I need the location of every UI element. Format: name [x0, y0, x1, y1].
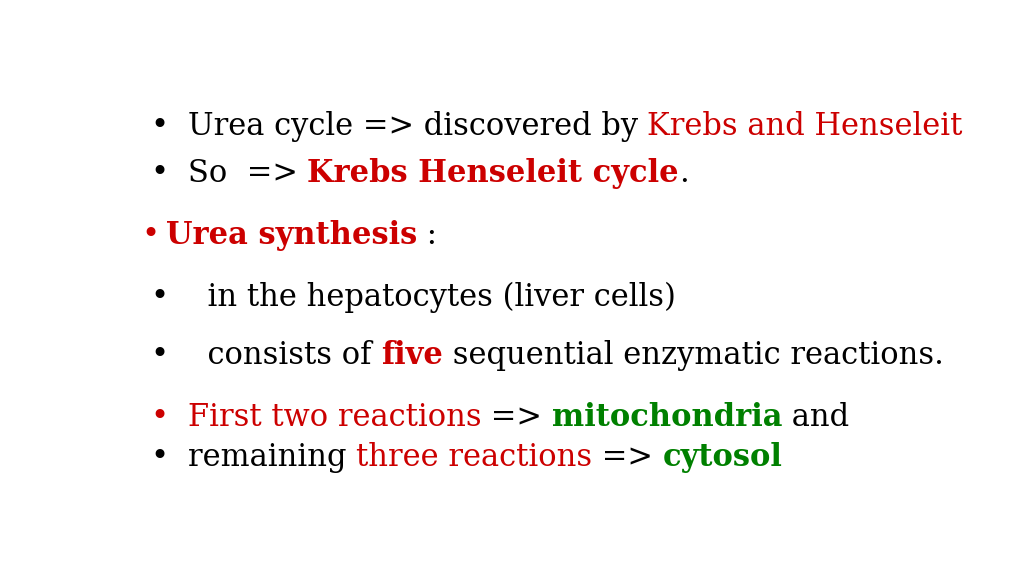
Text: sequential enzymatic reactions.: sequential enzymatic reactions. — [442, 340, 943, 371]
Text: .: . — [679, 158, 688, 189]
Text: •: • — [151, 402, 169, 433]
Text: Krebs Henseleit cycle: Krebs Henseleit cycle — [307, 158, 679, 189]
Text: and: and — [782, 402, 849, 433]
Text: Urea cycle => discovered by: Urea cycle => discovered by — [187, 111, 647, 142]
Text: •: • — [141, 220, 160, 251]
Text: •: • — [151, 158, 169, 189]
Text: So  =>: So => — [187, 158, 307, 189]
Text: consists of: consists of — [187, 340, 381, 371]
Text: •: • — [151, 442, 169, 473]
Text: remaining: remaining — [187, 442, 355, 473]
Text: Krebs and Henseleit: Krebs and Henseleit — [647, 111, 963, 142]
Text: five: five — [381, 340, 442, 371]
Text: cytosol: cytosol — [663, 442, 782, 473]
Text: :: : — [418, 220, 437, 251]
Text: •: • — [151, 340, 169, 371]
Text: First two reactions: First two reactions — [187, 402, 481, 433]
Text: Urea synthesis: Urea synthesis — [166, 220, 418, 251]
Text: •: • — [151, 282, 169, 313]
Text: in the hepatocytes (liver cells): in the hepatocytes (liver cells) — [187, 282, 676, 313]
Text: three reactions: three reactions — [355, 442, 592, 473]
Text: mitochondria: mitochondria — [552, 402, 782, 433]
Text: •: • — [151, 111, 169, 142]
Text: =>: => — [481, 402, 552, 433]
Text: =>: => — [592, 442, 663, 473]
